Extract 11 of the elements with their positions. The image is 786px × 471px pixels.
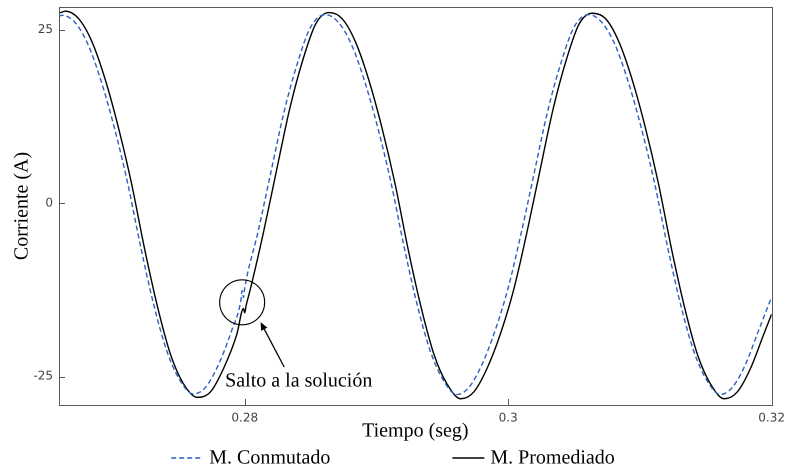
- x-tick-label: 0.28: [231, 410, 258, 424]
- x-tick-label: 0.3: [498, 410, 518, 424]
- x-tick-label: 0.32: [758, 410, 785, 424]
- legend-label: M. Promediado: [490, 446, 615, 468]
- y-tick-label: -25: [33, 368, 53, 383]
- y-tick-label: 0: [45, 195, 53, 210]
- legend-label: M. Conmutado: [209, 446, 330, 468]
- annotation: Salto a la solución: [225, 369, 372, 392]
- x-axis-title: Tiempo (seg): [362, 419, 469, 442]
- y-axis-title: Corriente (A): [10, 152, 32, 260]
- y-tick-label: 25: [38, 22, 53, 36]
